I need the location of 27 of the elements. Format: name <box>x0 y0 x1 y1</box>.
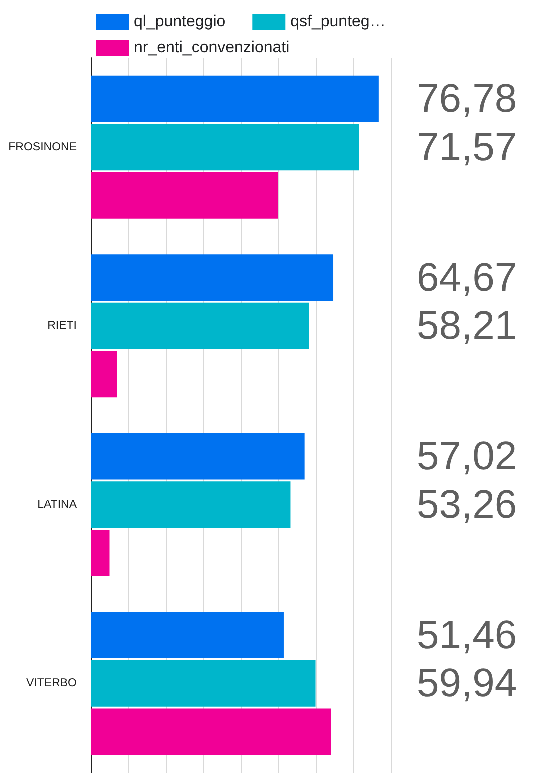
y-tick-label: FROSINONE <box>8 141 78 154</box>
y-tick-label: VITERBO <box>26 678 78 690</box>
bar <box>91 530 110 576</box>
bar <box>91 433 305 480</box>
bar <box>91 351 118 398</box>
data-label: 51,46 <box>417 613 518 658</box>
bar <box>91 76 379 122</box>
bar <box>91 612 284 659</box>
data-label: 64,67 <box>417 256 518 300</box>
y-tick-label: RIETI <box>48 320 77 332</box>
bar <box>91 708 331 756</box>
data-label: 57,02 <box>417 434 518 479</box>
data-label: 59,94 <box>417 662 518 706</box>
data-label: 76,78 <box>417 77 518 122</box>
bar <box>91 482 291 528</box>
legend-label: qsf_punteg… <box>290 14 386 30</box>
data-label: 58,21 <box>417 304 518 348</box>
bar <box>91 172 278 219</box>
bar <box>91 302 310 350</box>
legend-label: ql_punteggio <box>134 14 226 30</box>
legend-label: nr_enti_convenzionati <box>134 40 290 56</box>
bar <box>91 124 360 171</box>
bar <box>91 254 334 302</box>
data-label: 71,57 <box>417 125 518 170</box>
y-tick-label: LATINA <box>38 498 78 511</box>
data-label: 53,26 <box>417 482 518 527</box>
bar <box>91 660 316 707</box>
